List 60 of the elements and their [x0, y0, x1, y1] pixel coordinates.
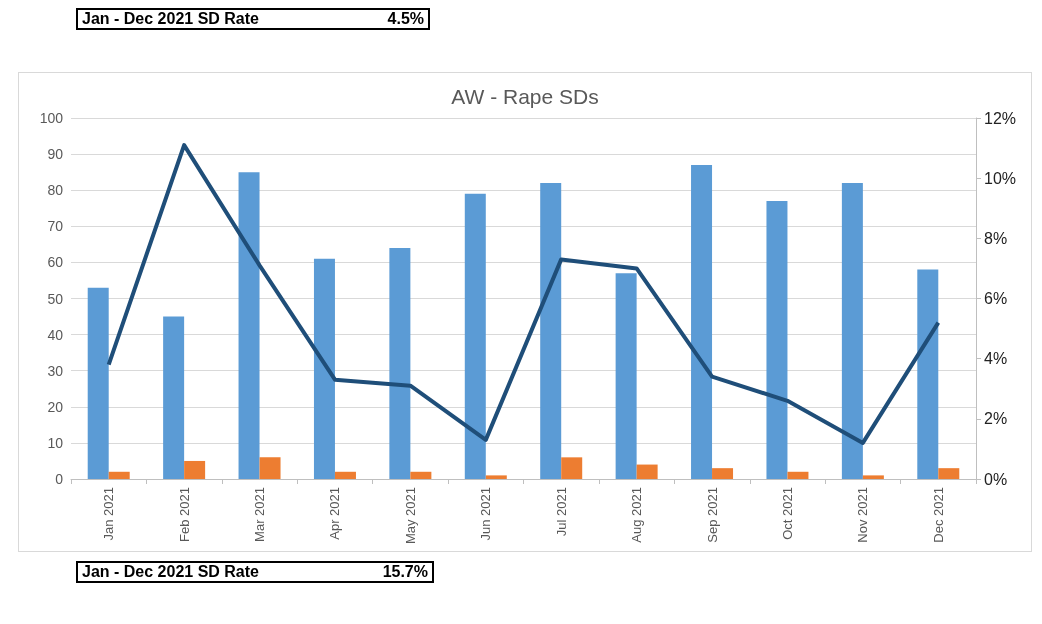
bar [862, 475, 884, 479]
y-tick-label: 0 [55, 471, 64, 487]
y2-tick-label: 6% [984, 290, 1008, 307]
x-tick-label: Dec 2021 [930, 487, 946, 543]
y2-tick-label: 10% [984, 169, 1017, 187]
bar [184, 460, 206, 479]
bar [410, 471, 432, 479]
text: 4.5% [387, 10, 424, 28]
text: Jan - Dec 2021 SD Rate [82, 10, 259, 28]
x-tick-label: Apr 2021 [327, 487, 343, 540]
bar [540, 182, 562, 479]
bar [108, 471, 130, 479]
y-tick-label: 80 [47, 182, 64, 199]
bar [787, 471, 809, 479]
bar [389, 247, 411, 479]
bar [636, 464, 658, 479]
y2-tick-label: 4% [984, 350, 1008, 368]
y-tick-label: 10 [47, 434, 64, 451]
text: 15.7% [382, 563, 428, 581]
x-tick-label: Aug 2021 [629, 487, 645, 543]
y2-tick-label: 8% [984, 229, 1008, 247]
y-tick-label: 70 [47, 218, 64, 235]
y-tick-label: 50 [47, 290, 64, 307]
y-tick-label: 20 [47, 398, 64, 415]
y-tick-label: 60 [47, 254, 64, 271]
x-tick-label: Nov 2021 [855, 487, 871, 543]
y-tick-label: 40 [47, 326, 64, 343]
x-tick-label: Feb 2021 [176, 487, 192, 542]
bar [334, 471, 356, 479]
bar [712, 468, 734, 479]
x-tick-label: Jul 2021 [553, 487, 569, 537]
bar [87, 287, 109, 479]
bar [163, 316, 185, 479]
x-tick-label: Jun 2021 [478, 487, 494, 541]
x-tick-label: Sep 2021 [704, 487, 720, 543]
bar [485, 475, 507, 479]
x-tick-label: May 2021 [402, 487, 418, 545]
x-tick-label: Oct 2021 [779, 487, 795, 540]
bar [464, 193, 486, 479]
chart-title: AW - Rape SDs [451, 85, 599, 108]
bar [313, 258, 335, 479]
x-tick-label: Jan 2021 [101, 487, 117, 541]
y2-tick-label: 0% [984, 470, 1008, 488]
bar [238, 172, 260, 479]
bar [615, 273, 637, 479]
y-tick-label: 90 [47, 146, 64, 163]
y-tick-label: 100 [39, 110, 64, 126]
text: Jan - Dec 2021 SD Rate [82, 563, 259, 581]
y-tick-label: 30 [47, 362, 64, 379]
bar [938, 468, 960, 479]
y2-tick-label: 2% [984, 410, 1008, 428]
bar [841, 182, 863, 479]
bar [766, 201, 788, 479]
bar [917, 269, 939, 479]
bar [259, 457, 281, 479]
bar [561, 457, 583, 479]
y2-tick-label: 12% [984, 109, 1017, 127]
x-tick-label: Mar 2021 [252, 487, 268, 542]
line-series [106, 143, 941, 445]
bar [691, 164, 713, 479]
